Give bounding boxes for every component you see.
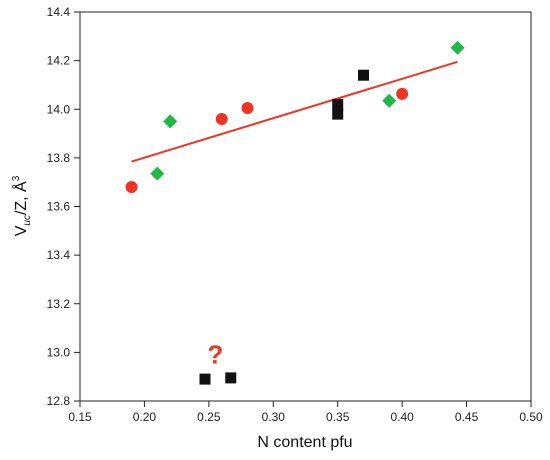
y-axis-title: Vuc/Z, Å3	[11, 175, 33, 236]
trendline	[131, 60, 458, 163]
y-tick-label: 14.2	[47, 54, 71, 68]
annotations: ?	[207, 339, 223, 369]
y-tick-label: 13.2	[47, 297, 71, 311]
y-tick-label: 13.4	[47, 248, 71, 262]
x-tick-label: 0.50	[519, 410, 543, 424]
data-point-circle	[396, 87, 409, 100]
x-axis-title: N content pfu	[257, 434, 352, 451]
y-axis-title-main: V	[13, 225, 30, 236]
plot-frame	[79, 11, 532, 402]
trendline-layer	[131, 60, 458, 163]
data-point-square	[225, 372, 237, 384]
data-point-diamond	[150, 166, 165, 181]
data-point-square	[332, 98, 344, 110]
y-tick-label: 14.0	[47, 102, 71, 116]
x-tick-label: 0.30	[262, 410, 286, 424]
y-tick-label: 12.8	[47, 394, 71, 408]
x-axis-ticks: 0.15 0.20 0.25 0.30 0.35 0.40 0.45 0.50	[68, 401, 543, 424]
y-tick-label: 13.8	[47, 151, 71, 165]
x-tick-label: 0.25	[197, 410, 221, 424]
x-tick-label: 0.35	[326, 410, 350, 424]
data-point-circle	[241, 102, 254, 115]
x-tick-label: 0.45	[455, 410, 479, 424]
data-point-diamond	[450, 40, 465, 55]
data-point-circle	[215, 112, 228, 125]
data-points	[125, 40, 465, 385]
y-axis-title-subscript: uc	[22, 215, 33, 226]
x-tick-label: 0.40	[390, 410, 414, 424]
x-tick-label: 0.20	[133, 410, 157, 424]
y-tick-label: 13.0	[47, 345, 71, 359]
y-axis-title-superscript: 3	[11, 175, 22, 181]
data-point-square	[199, 373, 211, 385]
data-point-circle	[125, 181, 138, 194]
question-mark-annotation: ?	[207, 339, 223, 369]
data-point-diamond	[382, 93, 397, 108]
y-axis-title-rest: /Z, Å	[11, 181, 30, 215]
x-tick-label: 0.15	[68, 410, 92, 424]
y-tick-label: 13.6	[47, 200, 71, 214]
y-tick-label: 14.4	[47, 5, 71, 19]
data-point-square	[332, 108, 344, 120]
y-axis-ticks: 12.8 13.0 13.2 13.4 13.6 13.8 14.0 14.2 14.4	[47, 5, 80, 408]
data-point-diamond	[163, 114, 178, 129]
data-point-square	[357, 69, 369, 81]
